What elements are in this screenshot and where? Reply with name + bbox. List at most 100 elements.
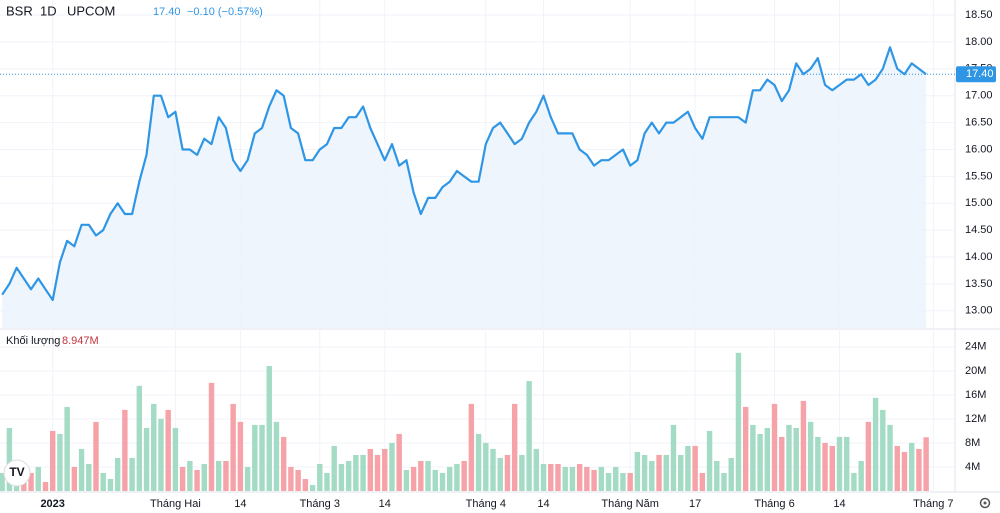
volume-bar	[880, 409, 886, 491]
volume-bar	[548, 463, 554, 491]
volume-bar	[324, 472, 330, 491]
volume-bar	[750, 424, 756, 491]
volume-value: 8.947M	[62, 335, 99, 347]
volume-bar	[533, 448, 540, 491]
volume-bar	[822, 442, 828, 491]
volume-bar	[677, 454, 684, 491]
interval[interactable]: 1D	[40, 3, 57, 18]
volume-bar	[295, 469, 301, 491]
volume-bar	[360, 454, 366, 491]
volume-bar	[555, 463, 561, 491]
y-tick-label: 15.00	[965, 197, 993, 209]
volume-bar	[490, 448, 496, 491]
x-tick-label: 14	[833, 498, 845, 510]
volume-bar	[685, 445, 691, 491]
x-tick-label: Tháng 3	[300, 498, 340, 510]
volume-bar	[576, 463, 583, 491]
volume-bar	[742, 406, 749, 491]
volume-bar	[649, 460, 655, 491]
volume-bar	[6, 427, 13, 491]
volume-bar	[93, 421, 99, 491]
volume-bar	[483, 442, 489, 491]
volume-bar	[49, 430, 56, 491]
volume-bar	[858, 460, 864, 491]
volume-bar	[540, 463, 547, 491]
volume-bar	[793, 427, 799, 491]
volume-bar	[613, 466, 619, 491]
volume-bar	[201, 463, 207, 491]
volume-bar	[511, 403, 518, 491]
volume-bar	[216, 460, 222, 491]
volume-bar	[439, 472, 446, 491]
volume-bar	[244, 466, 251, 491]
volume-bar	[151, 403, 157, 491]
volume-bar	[21, 481, 27, 491]
volume-bar	[894, 445, 900, 491]
volume-bar	[605, 472, 612, 491]
volume-bar	[706, 430, 713, 491]
volume-bar	[598, 466, 605, 491]
volume-bar	[230, 403, 236, 491]
volume-bar	[829, 445, 835, 491]
settings-icon[interactable]	[979, 497, 991, 509]
volume-bar	[807, 421, 814, 491]
volume-bar	[288, 466, 294, 491]
volume-bar	[620, 472, 626, 491]
y-tick-label: 13.50	[965, 278, 993, 290]
volume-bar	[591, 469, 597, 491]
volume-bar	[584, 466, 590, 491]
volume-bar	[916, 448, 922, 491]
y-tick-label: 16.00	[965, 143, 993, 155]
x-tick-label: Tháng Hai	[150, 498, 201, 510]
volume-bar	[670, 424, 677, 491]
volume-bar	[86, 463, 92, 491]
symbol[interactable]: BSR	[6, 3, 33, 18]
volume-bar	[64, 406, 70, 491]
volume-bar	[656, 454, 662, 491]
volume-bar	[35, 466, 41, 491]
volume-bar	[403, 469, 410, 491]
volume-bar	[158, 418, 164, 491]
y2-tick-label: 8M	[965, 437, 980, 449]
volume-bar	[504, 454, 511, 491]
volume-bar	[432, 469, 438, 491]
volume-bar	[410, 466, 417, 491]
volume-bar	[468, 403, 475, 491]
y-tick-label: 17.00	[965, 90, 993, 102]
axes: 13.00 13.50 14.00 14.50 15.00 15.50 16.00 16.50…	[40, 9, 996, 510]
volume-bar	[179, 466, 186, 491]
volume-bar	[634, 451, 641, 491]
volume-bars	[0, 352, 929, 491]
exchange: UPCOM	[67, 3, 115, 18]
volume-bar	[382, 448, 388, 491]
volume-bar	[569, 466, 576, 491]
y2-tick-label: 20M	[965, 365, 986, 377]
x-tick-label: Tháng 6	[754, 498, 794, 510]
volume-bar	[562, 466, 568, 491]
volume-bar	[129, 457, 135, 491]
volume-bar	[345, 460, 352, 491]
last-price-tag	[956, 66, 996, 83]
volume-bar	[122, 409, 128, 491]
volume-bar	[28, 472, 34, 491]
volume-bar	[0, 472, 5, 491]
volume-bar	[107, 478, 114, 491]
volume-bar	[367, 448, 374, 491]
volume-bar	[187, 460, 193, 491]
volume-bar	[57, 433, 63, 491]
volume-bar	[786, 424, 792, 491]
volume-bar	[641, 454, 648, 491]
volume-bar	[908, 442, 915, 491]
y-tick-label: 15.50	[965, 170, 993, 182]
volume-bar	[887, 424, 893, 491]
volume-bar	[526, 381, 532, 491]
volume-bar	[396, 433, 402, 491]
volume-bar	[252, 424, 258, 491]
volume-bar	[353, 454, 359, 491]
x-tick-label: Tháng Năm	[601, 498, 658, 510]
y-tick-label: 16.50	[965, 117, 993, 129]
volume-bar	[425, 460, 431, 491]
tv-logo[interactable]: TV	[3, 459, 31, 487]
volume-bar	[418, 460, 424, 491]
